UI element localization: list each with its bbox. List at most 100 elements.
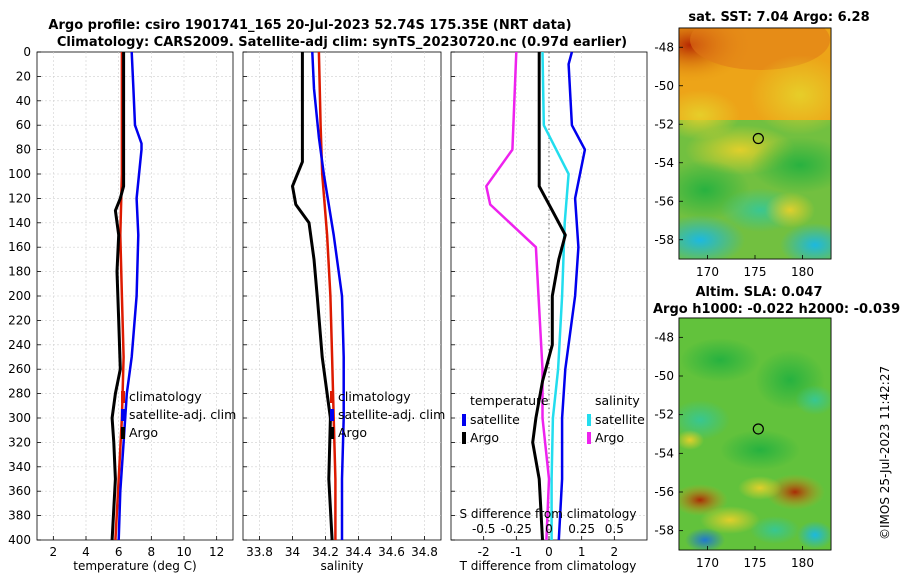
- x-tick-label: 33.8: [246, 545, 273, 559]
- y-tick-label: 340: [8, 460, 31, 474]
- y-tick-label: 140: [8, 216, 31, 230]
- x-tick-label: -2: [478, 545, 490, 559]
- y-tick-label: 200: [8, 289, 31, 303]
- series-satellite-adj-clim: [311, 51, 345, 540]
- y-tick-label: 300: [8, 411, 31, 425]
- legend-swatch: [462, 432, 466, 444]
- sla-map-axes: 170 175 180 -48 -50 -52 -54 -56 -58: [654, 330, 814, 570]
- salinity-xlabel: salinity: [320, 559, 363, 573]
- difference-profile-panel: -2 -1 0 1 2 -0.5 -0.25 0 0.25 0.5 temperature satel…: [450, 51, 648, 559]
- top-tick-label: 0: [545, 522, 553, 536]
- y-tick-label: -58: [654, 524, 674, 538]
- legend-swatch: [462, 414, 466, 426]
- y-tick-label: -50: [654, 369, 674, 383]
- x-tick-label: 34: [285, 545, 300, 559]
- y-tick-label: -56: [654, 194, 674, 208]
- y-tick-label: -52: [654, 408, 674, 422]
- legend-label: Argo: [470, 430, 499, 445]
- x-tick-label: 1: [578, 545, 586, 559]
- x-tick-label: 170: [696, 556, 719, 570]
- legend-swatch: [121, 391, 125, 403]
- legend-swatch: [330, 409, 334, 421]
- y-tick-label: 120: [8, 191, 31, 205]
- x-tick-label: 34.6: [378, 545, 405, 559]
- temperature-profile-panel: 2 4 6 8 10 1202040608010012014016018020022024…: [8, 45, 236, 559]
- series-climatology: [114, 52, 125, 541]
- x-tick-label: 175: [744, 265, 767, 279]
- y-tick-label: -52: [654, 117, 674, 131]
- sst-heatmap: [679, 28, 831, 259]
- y-tick-label: 40: [16, 94, 31, 108]
- x-tick-label: 0: [545, 545, 553, 559]
- legend-swatch: [587, 432, 591, 444]
- x-tick-label: 12: [209, 545, 224, 559]
- x-tick-label: 2: [611, 545, 619, 559]
- y-tick-label: 80: [16, 143, 31, 157]
- legend-header-salinity: salinity: [595, 393, 640, 408]
- y-tick-label: -50: [654, 79, 674, 93]
- x-tick-label: 34.8: [411, 545, 438, 559]
- series-temperature-satellite: [557, 51, 587, 541]
- x-tick-label: 170: [696, 265, 719, 279]
- argo-location-marker: [752, 423, 764, 435]
- y-tick-label: 280: [8, 387, 31, 401]
- top-tick-label: -0.5: [472, 522, 495, 536]
- legend-swatch: [330, 427, 334, 439]
- y-tick-label: -54: [654, 156, 674, 170]
- y-tick-label: 20: [16, 69, 31, 83]
- top-tick-label: 0.5: [605, 522, 624, 536]
- series-salinity-satellite: [541, 51, 570, 540]
- legend-swatch: [587, 414, 591, 426]
- y-tick-label: 60: [16, 118, 31, 132]
- series-salinity-argo: [485, 51, 551, 541]
- temperature-xlabel: temperature (deg C): [73, 559, 196, 573]
- figure-title-line1: Argo profile: csiro 1901741_165 20-Jul-2…: [48, 18, 571, 33]
- x-tick-label: -1: [510, 545, 522, 559]
- y-tick-label: 100: [8, 167, 31, 181]
- series-climatology: [317, 51, 337, 540]
- figure-title-line2: Climatology: CARS2009. Satellite-adj cli…: [57, 35, 627, 50]
- y-tick-label: 220: [8, 313, 31, 327]
- y-tick-label: 380: [8, 509, 31, 523]
- x-tick-label: 34.2: [312, 545, 339, 559]
- y-tick-label: 320: [8, 435, 31, 449]
- top-tick-label: 0.25: [568, 522, 595, 536]
- x-tick-label: 175: [744, 556, 767, 570]
- y-tick-label: -48: [654, 330, 674, 344]
- x-tick-label: 10: [176, 545, 191, 559]
- y-tick-label: 180: [8, 265, 31, 279]
- argo-location-marker: [752, 132, 764, 145]
- legend-header-temperature: temperature: [470, 393, 549, 408]
- legend-label: climatology: [338, 389, 411, 404]
- legend-label: Argo: [129, 425, 158, 440]
- series-satellite-adj-clim: [117, 51, 143, 541]
- y-tick-label: 240: [8, 338, 31, 352]
- legend-label: satellite: [595, 412, 645, 427]
- x-tick-label: 8: [148, 545, 156, 559]
- series-temperature-argo: [531, 52, 567, 541]
- sst-map: sat. SST: 7.04 Argo: 6.28 170 175 180 -48 -5…: [654, 10, 869, 279]
- x-tick-label: 6: [115, 545, 123, 559]
- y-tick-label: -54: [654, 446, 674, 460]
- top-tick-label: -0.25: [501, 522, 532, 536]
- legend-label: Argo: [338, 425, 367, 440]
- y-tick-label: 260: [8, 362, 31, 376]
- series-argo: [110, 52, 126, 541]
- legend-swatch: [121, 427, 125, 439]
- y-tick-label: 360: [8, 484, 31, 498]
- x-tick-label: 4: [82, 545, 90, 559]
- x-tick-label: 180: [791, 265, 814, 279]
- legend-label: satellite-adj. clim: [129, 407, 236, 422]
- sst-map-axes: 170 175 180 -48 -50 -52 -54 -56 -58: [654, 40, 814, 279]
- y-tick-label: -58: [654, 233, 674, 247]
- y-tick-label: -48: [654, 40, 674, 54]
- sst-map-title: sat. SST: 7.04 Argo: 6.28: [688, 10, 869, 25]
- y-tick-label: 400: [8, 533, 31, 547]
- legend-label: satellite-adj. clim: [338, 407, 445, 422]
- legend-label: satellite: [470, 412, 520, 427]
- series-argo: [291, 52, 334, 541]
- legend-swatch: [330, 391, 334, 403]
- imos-watermark: ©IMOS 25-Jul-2023 11:42:27: [878, 366, 892, 540]
- salinity-profile-panel: 33.8 34 34.2 34.4 34.6 34.8 climatology satelli…: [242, 51, 445, 559]
- sla-map: Altim. SLA: 0.047 Argo h1000: -0.022 h20…: [653, 285, 900, 570]
